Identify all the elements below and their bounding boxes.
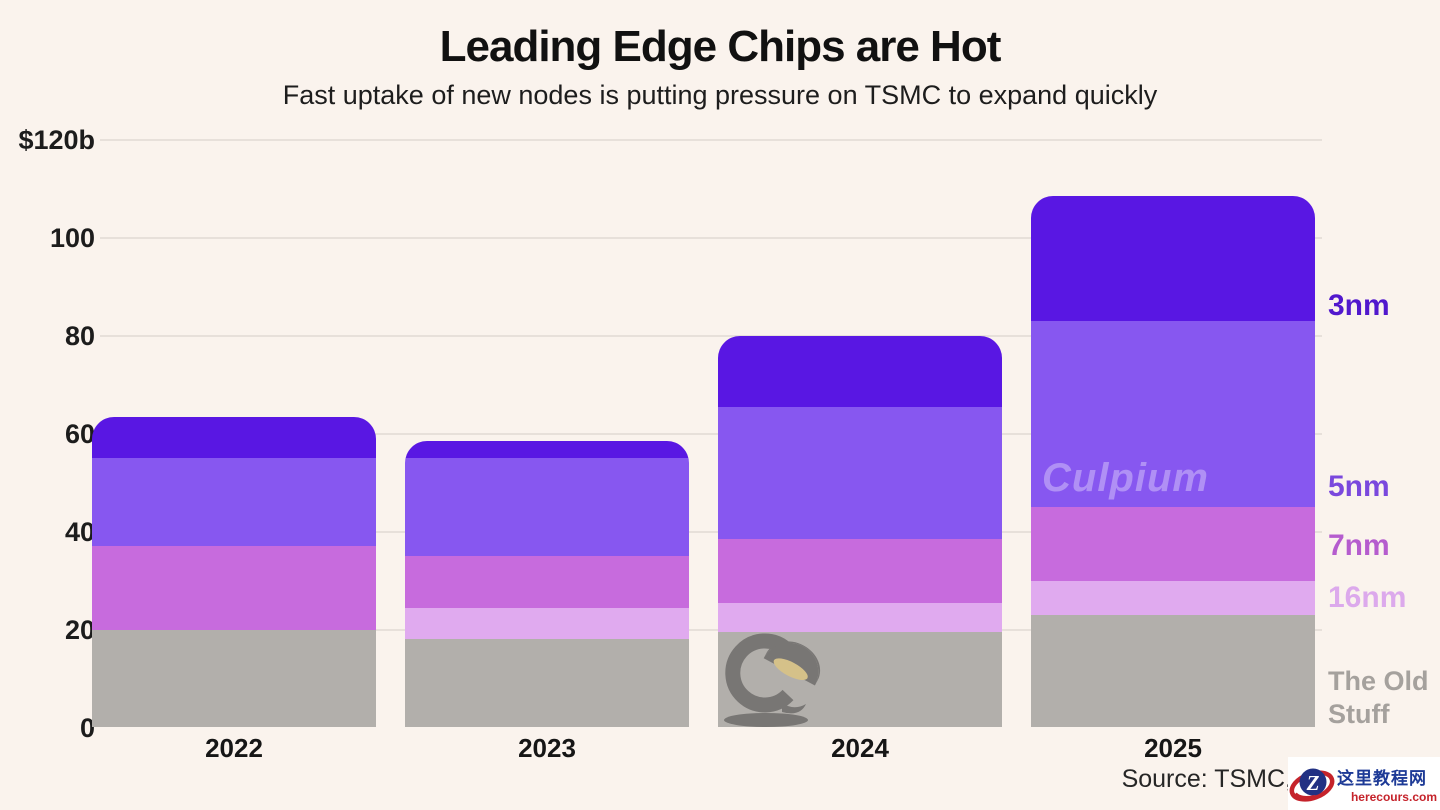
segment-16nm-2023 [405, 607, 689, 640]
x-tick-label-2025: 2025 [1144, 733, 1202, 763]
y-tick-label-100: 100 [49, 222, 95, 253]
segment-3nm-2024 [718, 335, 1002, 407]
segment-7nm-2025 [1031, 507, 1315, 581]
segment-3nm-2022 [92, 416, 376, 459]
segment-3nm-2025 [1031, 196, 1315, 322]
source-note: Source: TSMC, [1121, 765, 1292, 793]
chart-subtitle: Fast uptake of new nodes is putting pres… [282, 80, 1158, 110]
segment-5nm-2024 [718, 406, 1002, 539]
culpium-watermark: Culpium [1042, 456, 1209, 500]
segment-7nm-2023 [405, 556, 689, 608]
y-tick-label-40: 40 [64, 516, 95, 547]
svg-text:Z: Z [1306, 771, 1320, 795]
series-label-5nm: 5nm [1328, 470, 1390, 503]
site-name-cn: 这里教程网 [1337, 768, 1427, 788]
lamp-icon [724, 633, 821, 727]
x-tick-label-2022: 2022 [205, 733, 263, 763]
gridline-40 [100, 530, 1322, 533]
site-logo-icon: Z [1289, 768, 1335, 802]
segment-the-old-stuff-2023 [405, 639, 689, 728]
x-tick-label-2024: 2024 [831, 733, 889, 763]
y-tick-label-0: 0 [79, 712, 95, 743]
y-tick-label-80: 80 [64, 320, 95, 351]
segment-5nm-2025 [1031, 321, 1315, 508]
segment-5nm-2023 [405, 458, 689, 557]
gridline-20 [100, 628, 1322, 631]
x-tick-label-2023: 2023 [518, 733, 576, 763]
bar-2025 [1031, 196, 1315, 728]
gridline-60 [100, 432, 1322, 435]
segment-3nm-2023 [405, 441, 689, 459]
segment-7nm-2022 [92, 546, 376, 630]
gridline-100 [100, 236, 1322, 239]
segment-16nm-2025 [1031, 580, 1315, 615]
segment-the-old-stuff-2022 [92, 629, 376, 728]
bar-2023 [405, 441, 689, 728]
series-label-7nm: 7nm [1328, 529, 1390, 562]
series-label-3nm: 3nm [1328, 289, 1390, 322]
y-tick-label-120: $120b [18, 125, 95, 155]
segment-16nm-2024 [718, 602, 1002, 633]
y-tick-label-60: 60 [64, 418, 95, 449]
bar-2022 [92, 416, 376, 728]
site-domain: herecours.com [1350, 789, 1437, 804]
series-label-16nm: 16nm [1328, 581, 1407, 614]
segment-5nm-2022 [92, 458, 376, 547]
segment-the-old-stuff-2025 [1031, 614, 1315, 728]
gridline-120 [100, 139, 1322, 141]
series-label-the-old-stuff: The Old Stuff [1328, 666, 1429, 729]
segment-7nm-2024 [718, 539, 1002, 603]
chart-title: Leading Edge Chips are Hot [439, 22, 1002, 71]
y-tick-label-20: 20 [64, 614, 95, 645]
site-watermark: Z 这里教程网 herecours.com [1288, 757, 1440, 810]
gridline-80 [100, 334, 1322, 337]
